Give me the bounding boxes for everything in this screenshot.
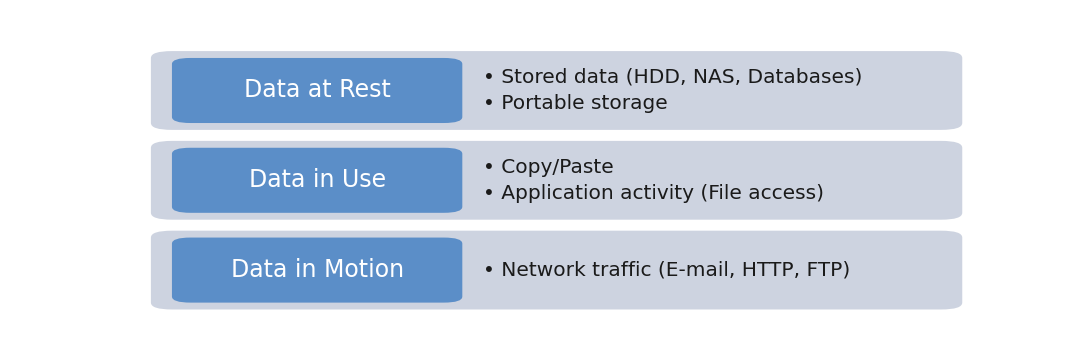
Text: • Portable storage: • Portable storage: [483, 94, 668, 113]
Text: Data in Motion: Data in Motion: [230, 258, 404, 282]
FancyBboxPatch shape: [151, 141, 962, 220]
Text: • Application activity (File access): • Application activity (File access): [483, 184, 824, 203]
Text: • Network traffic (E-mail, HTTP, FTP): • Network traffic (E-mail, HTTP, FTP): [483, 261, 850, 280]
Text: • Stored data (HDD, NAS, Databases): • Stored data (HDD, NAS, Databases): [483, 68, 862, 87]
FancyBboxPatch shape: [172, 148, 463, 213]
FancyBboxPatch shape: [151, 51, 962, 130]
FancyBboxPatch shape: [172, 237, 463, 303]
Text: Data in Use: Data in Use: [249, 168, 386, 192]
FancyBboxPatch shape: [151, 231, 962, 310]
FancyBboxPatch shape: [172, 58, 463, 123]
Text: Data at Rest: Data at Rest: [243, 79, 391, 102]
Text: • Copy/Paste: • Copy/Paste: [483, 158, 614, 177]
